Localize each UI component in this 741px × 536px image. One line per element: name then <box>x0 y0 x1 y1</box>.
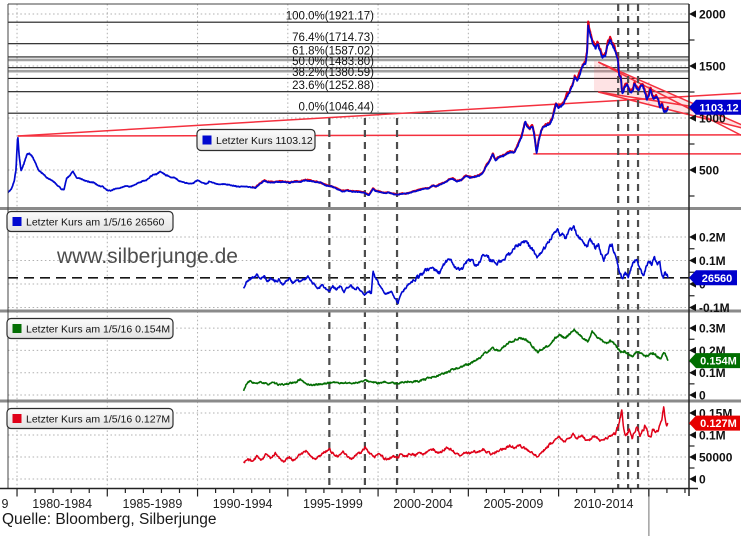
x-axis-ticks <box>16 488 686 497</box>
fibonacci-label: 61.8%(1587.02) <box>292 45 374 57</box>
y-tick-arrow <box>689 114 696 122</box>
source-caption: Quelle: Bloomberg, Silberjunge <box>2 511 217 528</box>
net-position-line <box>242 225 669 305</box>
legend: Letzter Kurs am 1/5/16 26560 <box>6 210 174 233</box>
year-gridlines <box>16 4 650 489</box>
legend-box <box>196 128 316 152</box>
trend-line <box>598 91 741 129</box>
legend-swatch <box>12 324 22 333</box>
trend-line <box>17 92 741 137</box>
last-price-badge: 1103.12 <box>689 99 741 115</box>
x-axis-label: 9 <box>2 497 9 511</box>
legend-box <box>6 407 174 430</box>
gray-band-lines <box>8 58 689 73</box>
legend: Letzter Kurs am 1/5/16 0.127M <box>6 407 174 430</box>
y-axis-label: 0.3M <box>699 322 726 336</box>
x-axis-labels: 9 1980-1984 1985-1989 1990-1994 1995-1999 200… <box>2 497 634 511</box>
legend-box <box>6 317 174 340</box>
volume-line <box>242 406 669 464</box>
x-axis-label: 2000-2004 <box>393 497 453 511</box>
badge-shape <box>689 270 737 286</box>
x-axis-label: 1990-1994 <box>213 497 273 511</box>
trend-line <box>597 61 741 137</box>
y-axis-label: -0.1M <box>699 301 730 315</box>
y-tick-arrow <box>689 62 696 70</box>
legend-label: Letzter Kurs 1103.12 <box>216 135 313 147</box>
y-tick-arrow <box>689 431 696 439</box>
y-axis-label: 50000 <box>699 450 733 464</box>
y-tick-arrow <box>689 324 696 332</box>
badge-shape <box>689 353 740 369</box>
fibonacci-label: 100.0%(1921.17) <box>286 11 374 23</box>
y-axis-ticks-labels: 2000 1500 1000 500 <box>689 8 726 197</box>
legend: Letzter Kurs 1103.12 <box>196 128 316 152</box>
fibonacci-label: 38.2%(1380.59) <box>292 67 374 79</box>
legend-swatch <box>202 135 212 145</box>
last-price-badge: 0.127M <box>689 415 740 431</box>
y-axis-label: 1000 <box>699 112 726 126</box>
badge-value: 1103.12 <box>699 102 738 114</box>
value-gridlines <box>8 327 689 396</box>
trend-line <box>598 61 741 126</box>
y-tick-arrow <box>689 233 696 241</box>
x-axis-label: 2005-2009 <box>484 497 544 511</box>
x-axis-label: 1985-1989 <box>123 497 183 511</box>
x-axis-label: 2010-2014 <box>574 497 634 511</box>
y-tick-arrow <box>689 409 696 417</box>
legend-swatch <box>12 414 22 423</box>
legend-label: Letzter Kurs am 1/5/16 0.154M <box>26 323 170 335</box>
value-gridlines <box>8 236 689 309</box>
badge-shape <box>689 99 741 115</box>
legend: Letzter Kurs am 1/5/16 0.154M <box>6 317 174 340</box>
badge-value: 26560 <box>702 273 733 285</box>
fibonacci-labels: 100.0%(1921.17) 76.4%(1714.73)61.8%(1587.… <box>286 11 374 114</box>
y-tick-arrow <box>689 391 696 399</box>
legend-label: Letzter Kurs am 1/5/16 0.127M <box>26 413 170 425</box>
fibonacci-label: 50.0%(1483.80) <box>292 56 374 68</box>
event-marker-lines <box>328 4 640 489</box>
y-tick-arrow <box>689 303 696 312</box>
trend-line <box>17 134 741 137</box>
y-axis-label: 500 <box>699 163 719 177</box>
legend-label: Letzter Kurs am 1/5/16 26560 <box>26 216 164 228</box>
badge-value: 0.154M <box>700 356 737 368</box>
badge-value: 0.127M <box>700 418 737 430</box>
fibonacci-lines <box>8 21 689 114</box>
fibonacci-label: 76.4%(1714.73) <box>292 32 374 44</box>
y-tick-arrow <box>689 475 696 483</box>
y-axis-label: 2000 <box>699 8 726 22</box>
y-axis-label: 0.1M <box>699 254 726 268</box>
y-axis-label: 0.1M <box>699 366 726 380</box>
x-axis-label: 1980-1984 <box>32 497 92 511</box>
open-interest-line <box>242 328 669 392</box>
legend-swatch <box>12 217 22 226</box>
last-price-badge: 0.154M <box>689 353 740 369</box>
y-axis-label: 1500 <box>699 60 726 74</box>
y-axis-label: 0.2M <box>699 231 726 245</box>
value-gridlines <box>8 13 689 171</box>
y-axis-label: 0.1M <box>699 428 726 442</box>
trend-lines <box>17 61 741 155</box>
legend-box <box>6 210 174 233</box>
y-tick-arrow <box>689 256 696 265</box>
y-tick-arrow <box>689 10 696 18</box>
badge-shape <box>689 415 740 431</box>
y-tick-arrow <box>689 453 696 461</box>
y-axis-label: 0 <box>699 389 706 403</box>
fibonacci-label: 23.6%(1252.88) <box>292 80 374 92</box>
gold-price-line <box>8 24 669 197</box>
y-tick-arrow <box>689 346 696 355</box>
y-tick-arrow <box>689 369 696 377</box>
fibonacci-label: 0.0%(1046.44) <box>299 102 375 114</box>
last-price-badge: 26560 <box>689 270 737 286</box>
y-axis-label: 0 <box>699 472 706 486</box>
watermark: www.silberjunge.de <box>56 245 238 268</box>
y-tick-arrow <box>689 166 696 174</box>
x-axis-label: 1995-1999 <box>303 497 363 511</box>
